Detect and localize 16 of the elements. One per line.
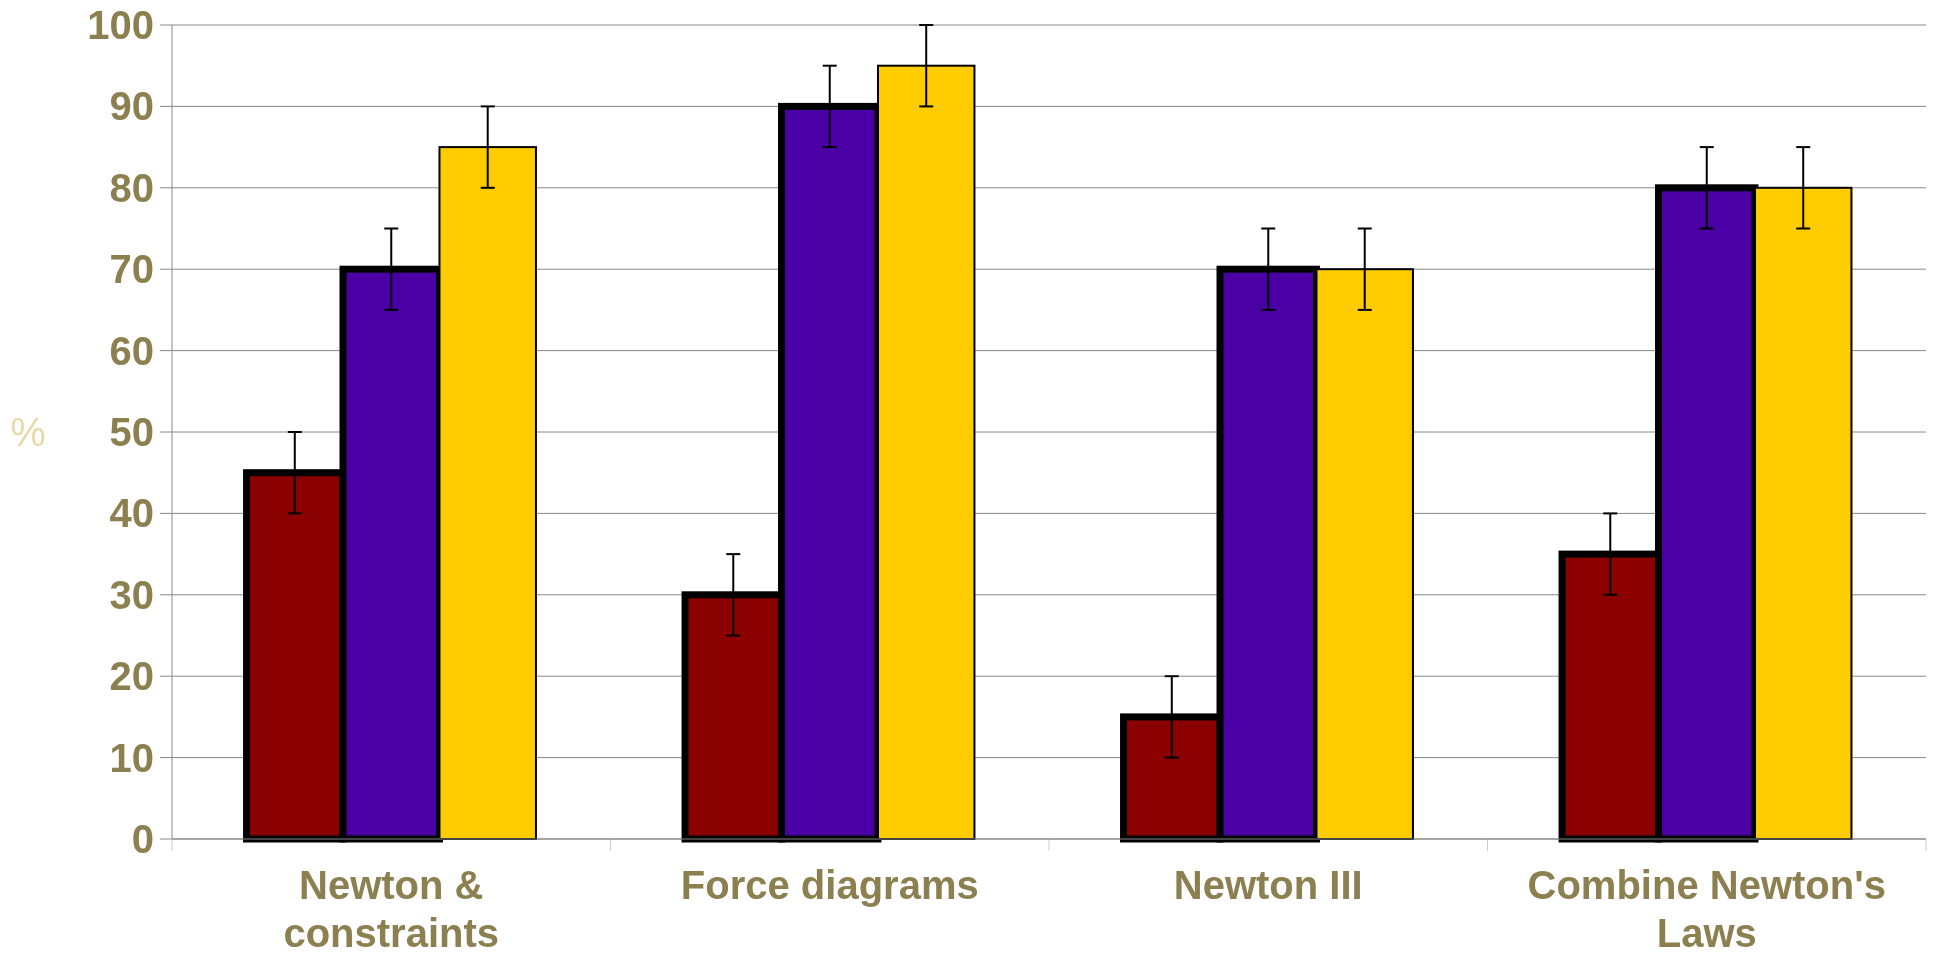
y-tick-label: 0 <box>131 817 154 861</box>
x-tick-label: Combine Newton's Laws <box>1527 863 1886 955</box>
y-tick-label: 20 <box>109 654 154 699</box>
y-tick-label: 30 <box>109 572 154 617</box>
y-tick-label: 40 <box>109 491 154 536</box>
y-tick-label: 90 <box>109 84 154 129</box>
x-tick-label: Newton & constraints <box>283 863 500 955</box>
x-tick-label: Force diagrams <box>680 863 979 907</box>
y-axis-title: % <box>10 410 46 454</box>
y-tick-label: 10 <box>109 735 154 780</box>
y-tick-label: 100 <box>87 3 154 47</box>
y-tick-label: 70 <box>109 247 154 292</box>
y-tick-label: 80 <box>109 165 154 210</box>
x-tick-label: Newton III <box>1173 863 1363 907</box>
y-tick-label: 60 <box>109 328 154 373</box>
y-tick-label: 50 <box>109 410 154 454</box>
